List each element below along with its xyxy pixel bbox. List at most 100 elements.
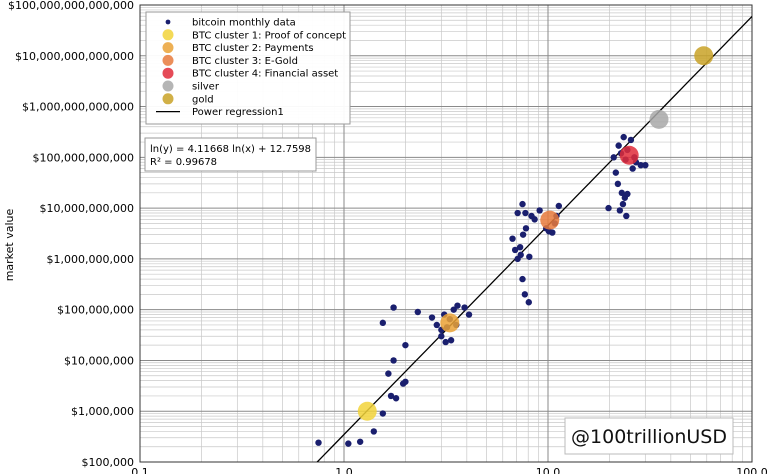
data-point	[370, 428, 378, 435]
data-point	[519, 200, 526, 208]
plot-frame	[139, 4, 753, 463]
y-tick-label: $100,000,000,000,000	[8, 0, 134, 12]
data-point	[390, 304, 397, 311]
y-tick-label: $1,000,000,000,000	[22, 101, 134, 114]
data-point	[356, 438, 364, 445]
data-point	[624, 190, 631, 198]
r-squared: R² = 0.99678	[150, 157, 217, 168]
data-point	[522, 209, 529, 217]
data-point	[433, 321, 440, 329]
data-point	[612, 169, 620, 176]
legend-label: BTC cluster 2: Payments	[192, 43, 314, 54]
data-point	[392, 395, 400, 402]
legend-label: BTC cluster 4: Financial asset	[192, 69, 338, 80]
legend-marker-circle	[162, 93, 174, 105]
data-point	[526, 253, 533, 260]
y-tick-label: $100,000,000	[57, 304, 134, 317]
data-point	[517, 251, 524, 259]
data-point	[509, 235, 516, 242]
data-layer	[315, 15, 752, 462]
data-point	[555, 202, 563, 210]
legend-label: bitcoin monthly data	[192, 18, 296, 29]
watermark-box: @100trillionUSD	[564, 417, 734, 455]
y-tick-label: $1,000,000	[71, 405, 134, 418]
legend-marker-circle	[162, 54, 174, 66]
data-point	[627, 136, 635, 144]
data-point	[414, 308, 421, 316]
watermark-text: @100trillionUSD	[571, 426, 727, 448]
y-tick-label: $100,000	[82, 456, 135, 469]
data-point	[610, 154, 617, 161]
data-point	[402, 341, 409, 349]
data-point	[522, 225, 530, 232]
data-point	[379, 410, 387, 417]
data-point	[536, 207, 543, 214]
data-point	[623, 212, 630, 220]
legend-label: BTC cluster 3: E-Gold	[192, 56, 298, 67]
data-point	[616, 207, 624, 214]
y-tick-label: $1,000,000,000	[47, 253, 134, 266]
data-point	[549, 229, 556, 236]
data-point	[642, 161, 649, 169]
data-point	[461, 304, 468, 311]
legend-label: gold	[192, 94, 214, 105]
legend-label: BTC cluster 1: Proof of concept	[192, 30, 346, 41]
data-point	[438, 333, 445, 340]
legend-marker-circle	[162, 42, 174, 54]
data-point	[525, 299, 532, 306]
data-point	[619, 200, 627, 208]
legend-label: silver	[192, 82, 220, 93]
data-point	[511, 246, 519, 254]
legend-marker-dot	[165, 19, 171, 25]
legend-label: Power regression1	[192, 107, 284, 118]
data-point	[465, 311, 473, 318]
data-point	[385, 370, 392, 377]
data-point	[618, 189, 625, 197]
data-point	[620, 133, 627, 141]
data-point	[390, 357, 397, 364]
y-axis-title: market value	[3, 208, 16, 281]
data-point	[519, 231, 527, 238]
data-point	[387, 392, 395, 400]
y-tick-label: $10,000,000,000,000	[15, 50, 134, 63]
cluster-point	[540, 210, 560, 230]
data-point	[442, 338, 449, 346]
data-point	[519, 275, 526, 283]
legend-marker-circle	[162, 29, 174, 41]
data-point	[428, 314, 436, 321]
data-point	[315, 439, 322, 446]
data-point	[629, 165, 636, 172]
data-point	[379, 319, 387, 327]
data-point	[637, 161, 644, 169]
y-tick-label: $10,000,000	[64, 354, 134, 367]
legend-marker-circle	[162, 67, 174, 79]
regression-equation-box: ln(y) = 4.11668 ln(x) + 12.7598 R² = 0.9…	[144, 137, 317, 172]
regression-line	[316, 15, 752, 462]
data-point	[454, 302, 461, 309]
legend-box	[145, 11, 351, 125]
x-tick-label: 1.0	[335, 466, 353, 474]
data-point	[614, 180, 622, 188]
y-tick-label: $100,000,000,000	[33, 151, 134, 164]
legend-marker-circle	[162, 80, 174, 92]
axis-layer: $100,000 $1,000,000 $10,000,000 $100,000,00…	[8, 0, 768, 474]
x-tick-label: 10.0	[536, 466, 561, 474]
data-point	[531, 216, 538, 223]
cluster-point	[357, 401, 377, 421]
data-point	[615, 142, 622, 149]
cluster-point	[619, 145, 639, 165]
data-point	[516, 243, 524, 251]
data-point	[521, 291, 529, 298]
data-point	[402, 378, 409, 385]
regression-equation: ln(y) = 4.11668 ln(x) + 12.7598	[150, 144, 311, 155]
cluster-point	[440, 313, 460, 333]
data-point	[345, 440, 352, 447]
data-point	[605, 204, 612, 212]
data-point	[450, 306, 457, 313]
cluster-point	[694, 46, 714, 66]
cluster-point	[649, 109, 669, 129]
data-point	[447, 337, 455, 344]
x-tick-label: 100.0	[736, 466, 768, 474]
